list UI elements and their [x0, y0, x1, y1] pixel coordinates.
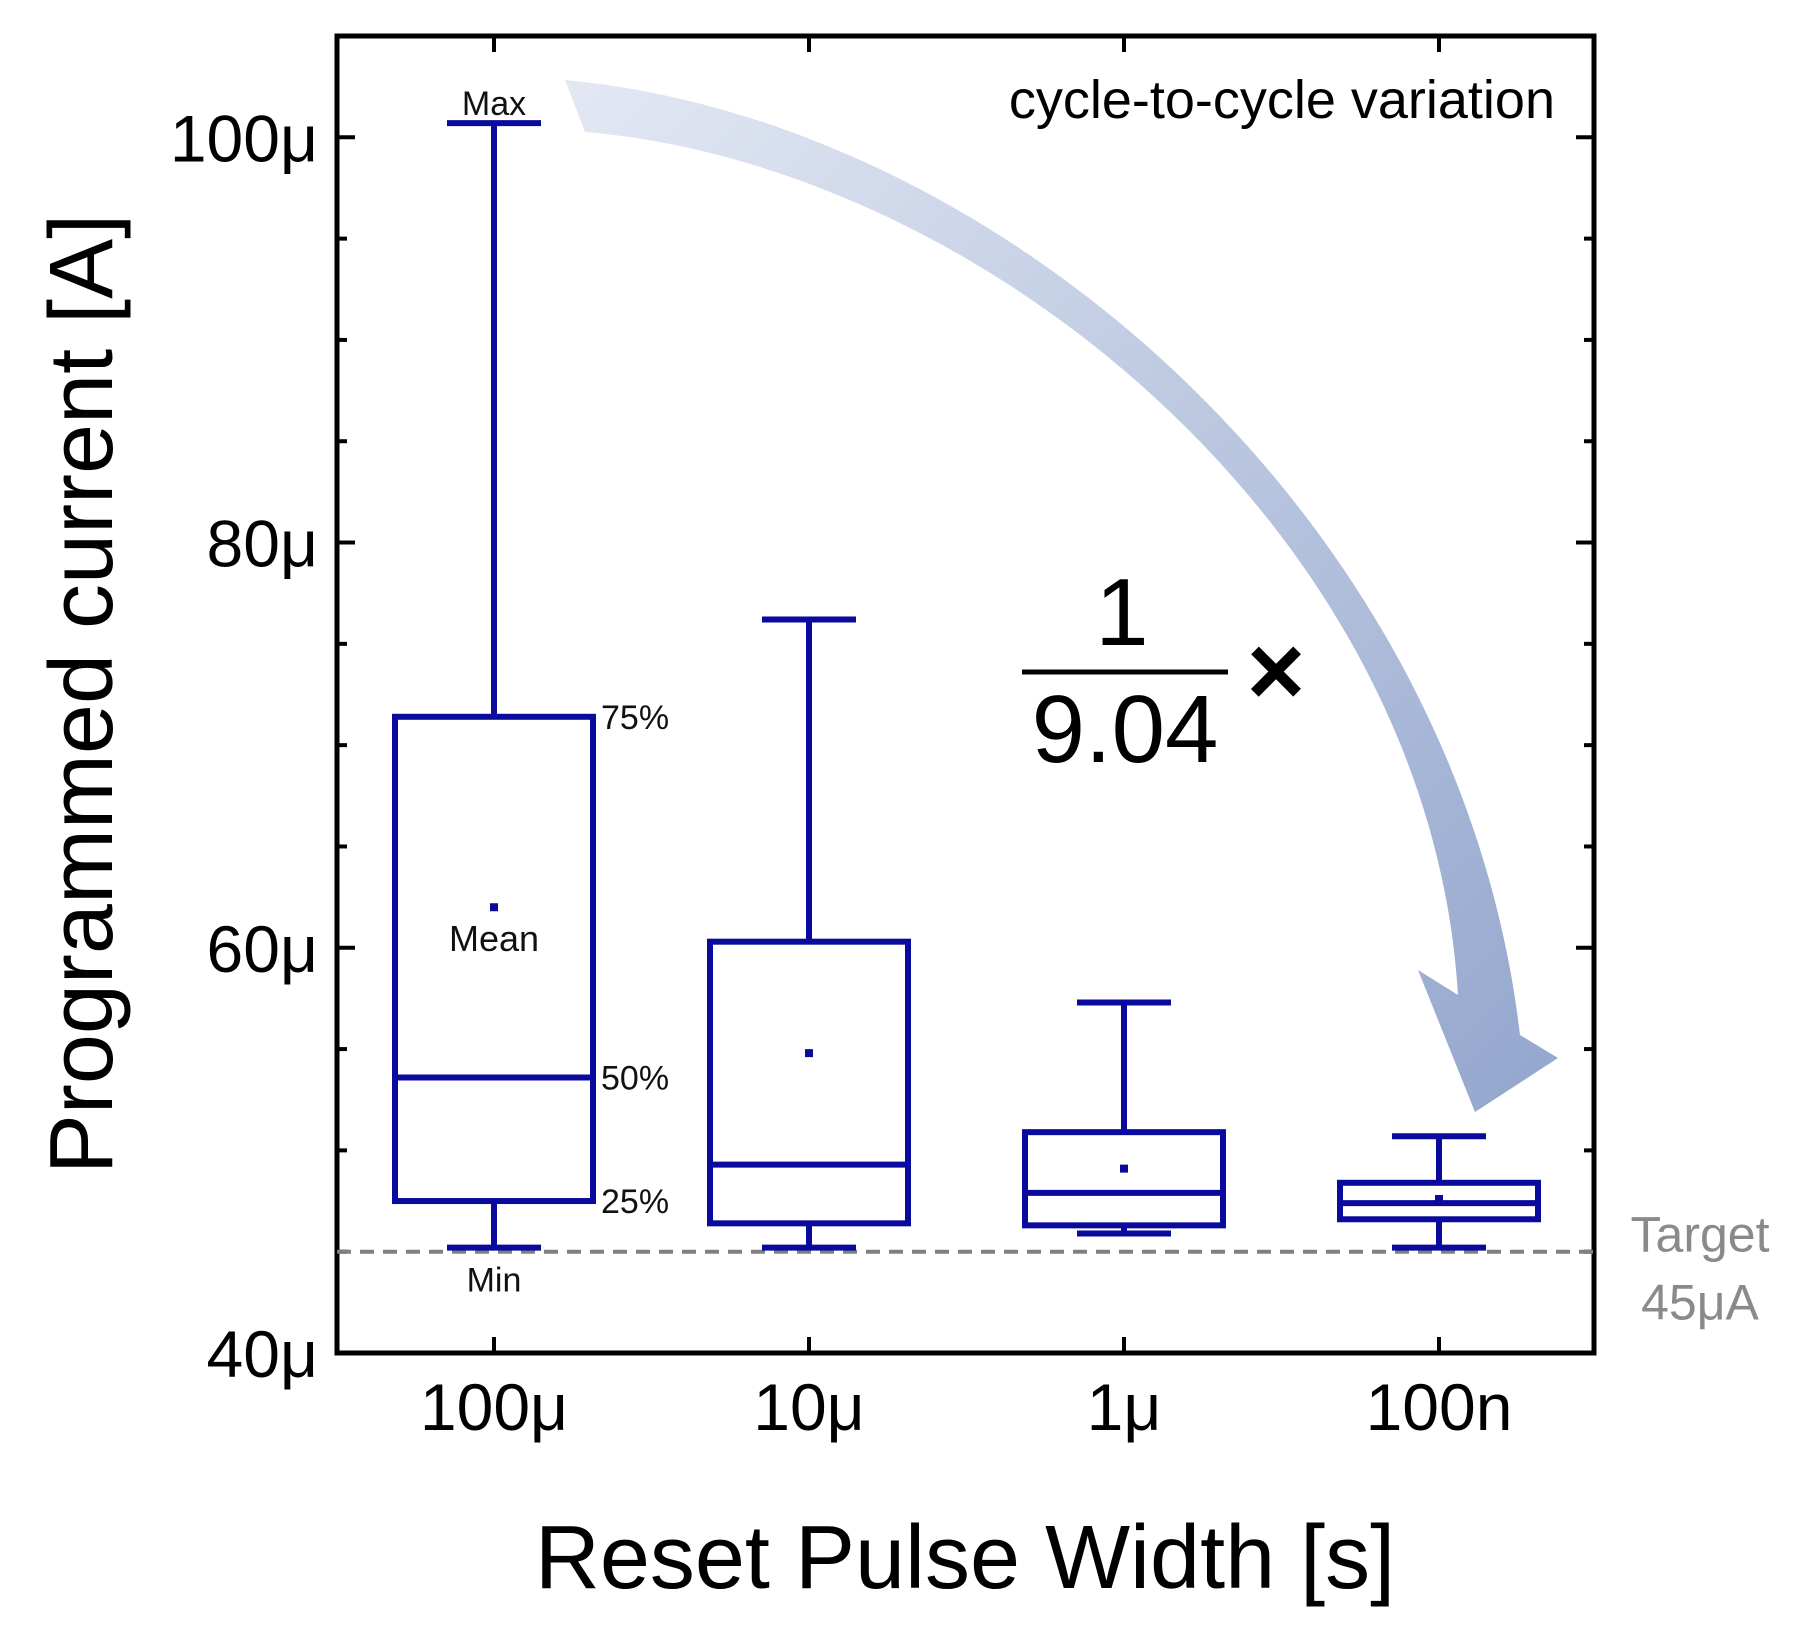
target-value-label: 45μA: [1641, 1275, 1759, 1331]
cycle-variation-label: cycle-to-cycle variation: [1009, 70, 1555, 130]
mean-marker: [1435, 1195, 1443, 1204]
x-tick-label: 100μ: [420, 1370, 568, 1444]
x-tick-label: 1μ: [1087, 1370, 1162, 1444]
plot-frame: [334, 33, 1597, 1356]
q3-label: 75%: [601, 699, 669, 737]
mean-marker: [490, 903, 498, 912]
variation-arrow: [565, 80, 1558, 1112]
y-tick-labels: 40μ 60μ 80μ 100μ: [170, 101, 318, 1391]
target-label: Target: [1631, 1207, 1770, 1263]
x-tick-labels: 100μ 10μ 1μ 100n: [420, 1370, 1512, 1444]
x-axis-title: Reset Pulse Width [s]: [535, 1508, 1395, 1608]
mean-label: Mean: [449, 918, 539, 959]
y-tick-label: 80μ: [207, 507, 318, 581]
fraction-numerator: 1: [1095, 559, 1148, 666]
y-tick-label: 40μ: [207, 1317, 318, 1391]
x-tick-label: 100n: [1366, 1370, 1513, 1444]
x-tick-label: 10μ: [753, 1370, 864, 1444]
y-tick-label: 100μ: [170, 101, 318, 175]
y-axis-title: Programmed current [A]: [32, 214, 132, 1174]
multiplier-symbol: ×: [1247, 615, 1305, 727]
min-label: Min: [467, 1262, 522, 1300]
median-label: 50%: [601, 1059, 669, 1097]
q1-label: 25%: [601, 1183, 669, 1221]
fraction-denominator: 9.04: [1032, 676, 1219, 783]
mean-marker: [1120, 1164, 1128, 1173]
boxes-group: [392, 120, 1541, 1251]
mean-marker: [805, 1049, 813, 1058]
y-tick-label: 60μ: [207, 912, 318, 986]
box-iqr: [1022, 1129, 1226, 1229]
max-label: Max: [462, 85, 526, 123]
box-iqr: [707, 938, 911, 1227]
box-iqr: [392, 713, 596, 1205]
